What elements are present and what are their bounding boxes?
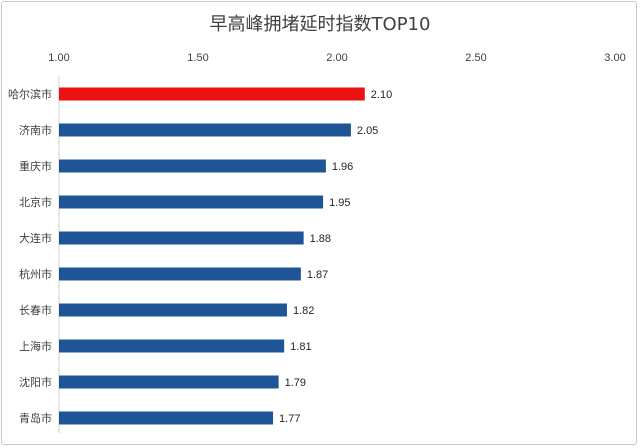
category-label: 大连市 bbox=[19, 231, 52, 245]
category-label: 哈尔滨市 bbox=[8, 87, 52, 101]
x-tick-label: 3.00 bbox=[604, 52, 625, 64]
data-label: 1.77 bbox=[279, 413, 300, 425]
category-label: 沈阳市 bbox=[19, 375, 52, 389]
category-label: 上海市 bbox=[19, 339, 52, 353]
data-label: 1.81 bbox=[290, 341, 311, 353]
bar bbox=[59, 267, 301, 281]
bar bbox=[59, 375, 279, 389]
bar bbox=[59, 123, 351, 137]
data-labels: 2.10 2.05 1.96 1.95 1.88 1.87 1.82 1.81 1.79 1.77 bbox=[279, 89, 392, 425]
data-label: 1.88 bbox=[310, 233, 331, 245]
x-tick-label: 1.50 bbox=[187, 52, 208, 64]
bar bbox=[59, 195, 324, 209]
x-tick-label: 1.00 bbox=[48, 52, 69, 64]
data-label: 1.82 bbox=[293, 305, 314, 317]
category-label: 重庆市 bbox=[19, 159, 52, 173]
category-label: 长春市 bbox=[19, 303, 52, 317]
chart-title: 早高峰拥堵延时指数TOP10 bbox=[209, 14, 431, 35]
x-tick-labels: 1.00 1.50 2.00 2.50 3.00 bbox=[48, 52, 625, 64]
bars bbox=[59, 87, 365, 425]
bar bbox=[59, 411, 274, 425]
data-label: 1.95 bbox=[329, 197, 350, 209]
x-tick-label: 2.50 bbox=[465, 52, 486, 64]
data-label: 2.05 bbox=[357, 125, 378, 137]
category-label: 北京市 bbox=[19, 195, 52, 209]
data-label: 1.87 bbox=[307, 269, 328, 281]
bar bbox=[59, 339, 285, 353]
category-label: 青岛市 bbox=[19, 411, 52, 425]
data-label: 1.79 bbox=[285, 377, 306, 389]
bar bbox=[59, 231, 304, 245]
bar bbox=[59, 303, 287, 317]
x-tick-label: 2.00 bbox=[326, 52, 347, 64]
data-label: 1.96 bbox=[332, 161, 353, 173]
category-label: 济南市 bbox=[19, 123, 52, 137]
bar bbox=[59, 87, 365, 101]
category-label: 杭州市 bbox=[19, 267, 52, 281]
bar bbox=[59, 159, 326, 173]
data-label: 2.10 bbox=[371, 89, 392, 101]
